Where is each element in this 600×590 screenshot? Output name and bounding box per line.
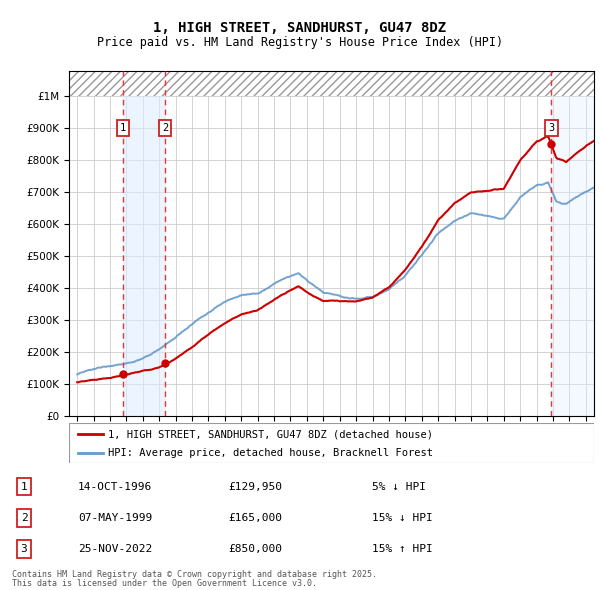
Text: HPI: Average price, detached house, Bracknell Forest: HPI: Average price, detached house, Brac… <box>109 448 433 458</box>
Text: 5% ↓ HPI: 5% ↓ HPI <box>372 481 426 491</box>
Text: 1, HIGH STREET, SANDHURST, GU47 8DZ (detached house): 1, HIGH STREET, SANDHURST, GU47 8DZ (det… <box>109 430 433 440</box>
Text: 14-OCT-1996: 14-OCT-1996 <box>78 481 152 491</box>
Bar <box>551 71 594 416</box>
Text: 2: 2 <box>20 513 28 523</box>
Text: 15% ↑ HPI: 15% ↑ HPI <box>372 544 433 554</box>
Text: 3: 3 <box>20 544 28 554</box>
Text: 1: 1 <box>20 481 28 491</box>
Text: 1, HIGH STREET, SANDHURST, GU47 8DZ: 1, HIGH STREET, SANDHURST, GU47 8DZ <box>154 21 446 35</box>
Text: This data is licensed under the Open Government Licence v3.0.: This data is licensed under the Open Gov… <box>12 579 317 588</box>
Text: Contains HM Land Registry data © Crown copyright and database right 2025.: Contains HM Land Registry data © Crown c… <box>12 570 377 579</box>
Text: 3: 3 <box>548 123 554 133</box>
Text: 15% ↓ HPI: 15% ↓ HPI <box>372 513 433 523</box>
Text: 1: 1 <box>120 123 126 133</box>
Text: £129,950: £129,950 <box>228 481 282 491</box>
Text: £850,000: £850,000 <box>228 544 282 554</box>
Bar <box>123 71 165 416</box>
Text: 25-NOV-2022: 25-NOV-2022 <box>78 544 152 554</box>
Text: 2: 2 <box>162 123 168 133</box>
Text: 07-MAY-1999: 07-MAY-1999 <box>78 513 152 523</box>
FancyBboxPatch shape <box>69 423 594 463</box>
Bar <box>69 48 594 96</box>
Text: Price paid vs. HM Land Registry's House Price Index (HPI): Price paid vs. HM Land Registry's House … <box>97 36 503 49</box>
Text: £165,000: £165,000 <box>228 513 282 523</box>
